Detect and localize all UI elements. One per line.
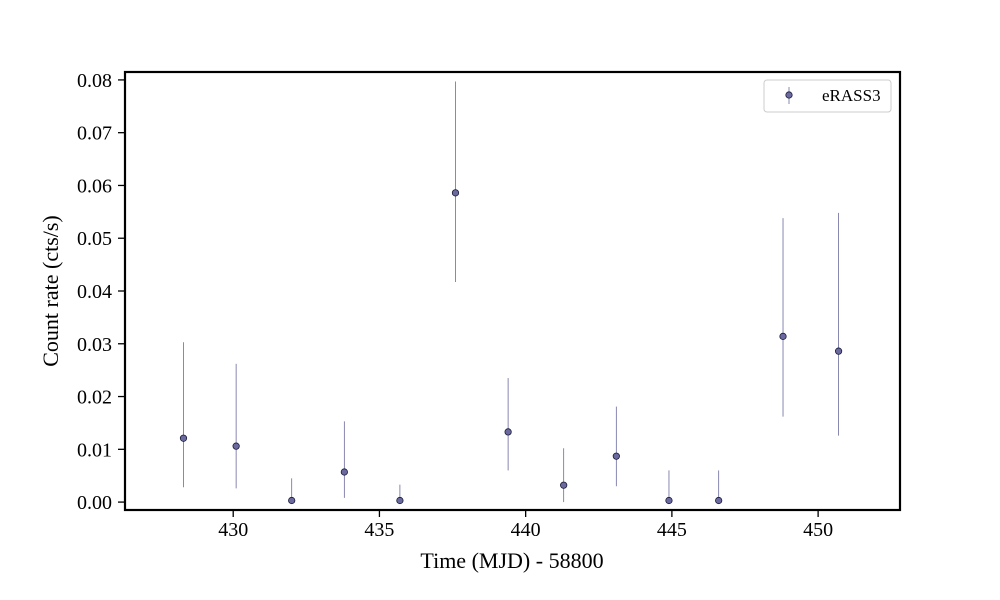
plot-frame <box>123 70 902 512</box>
y-tick-label: 0.00 <box>77 492 112 514</box>
data-point <box>560 481 568 489</box>
legend-label: eRASS3 <box>822 86 881 105</box>
legend: eRASS3 <box>763 79 892 113</box>
data-point <box>715 496 723 505</box>
data-point <box>340 468 348 476</box>
x-tick-label: 430 <box>218 519 248 541</box>
x-tick-label: 450 <box>803 519 833 541</box>
y-tick-label: 0.07 <box>77 123 112 145</box>
y-tick-label: 0.08 <box>77 70 112 92</box>
data-point <box>612 452 620 460</box>
y-tick-label: 0.01 <box>77 439 112 461</box>
data-point <box>179 434 188 442</box>
data-point <box>288 496 296 505</box>
data-point <box>834 347 843 355</box>
x-tick-label: 435 <box>364 519 394 541</box>
y-tick-label: 0.05 <box>77 228 112 250</box>
error-bars <box>183 81 839 503</box>
x-tick-label: 445 <box>657 519 687 541</box>
data-point <box>665 496 673 505</box>
y-axis-ticks: 0.00 0.01 0.02 0.03 0.04 0.05 0.06 0.07 0.08 <box>77 70 125 514</box>
x-axis-title: Time (MJD) - 58800 <box>420 548 603 573</box>
data-point <box>779 332 787 340</box>
y-tick-label: 0.06 <box>77 175 112 197</box>
legend-marker <box>785 91 793 99</box>
y-tick-label: 0.04 <box>77 281 112 303</box>
legend-box <box>763 79 892 113</box>
y-axis-title: Count rate (cts/s) <box>38 215 63 367</box>
data-point <box>504 428 512 436</box>
data-markers <box>179 189 843 505</box>
x-tick-label: 440 <box>511 519 541 541</box>
data-point <box>451 189 460 197</box>
data-point <box>396 496 404 505</box>
y-tick-label: 0.03 <box>77 334 112 356</box>
y-tick-label: 0.02 <box>77 387 112 409</box>
data-point <box>232 442 240 450</box>
x-axis-ticks: 430 435 440 445 450 <box>218 510 833 541</box>
